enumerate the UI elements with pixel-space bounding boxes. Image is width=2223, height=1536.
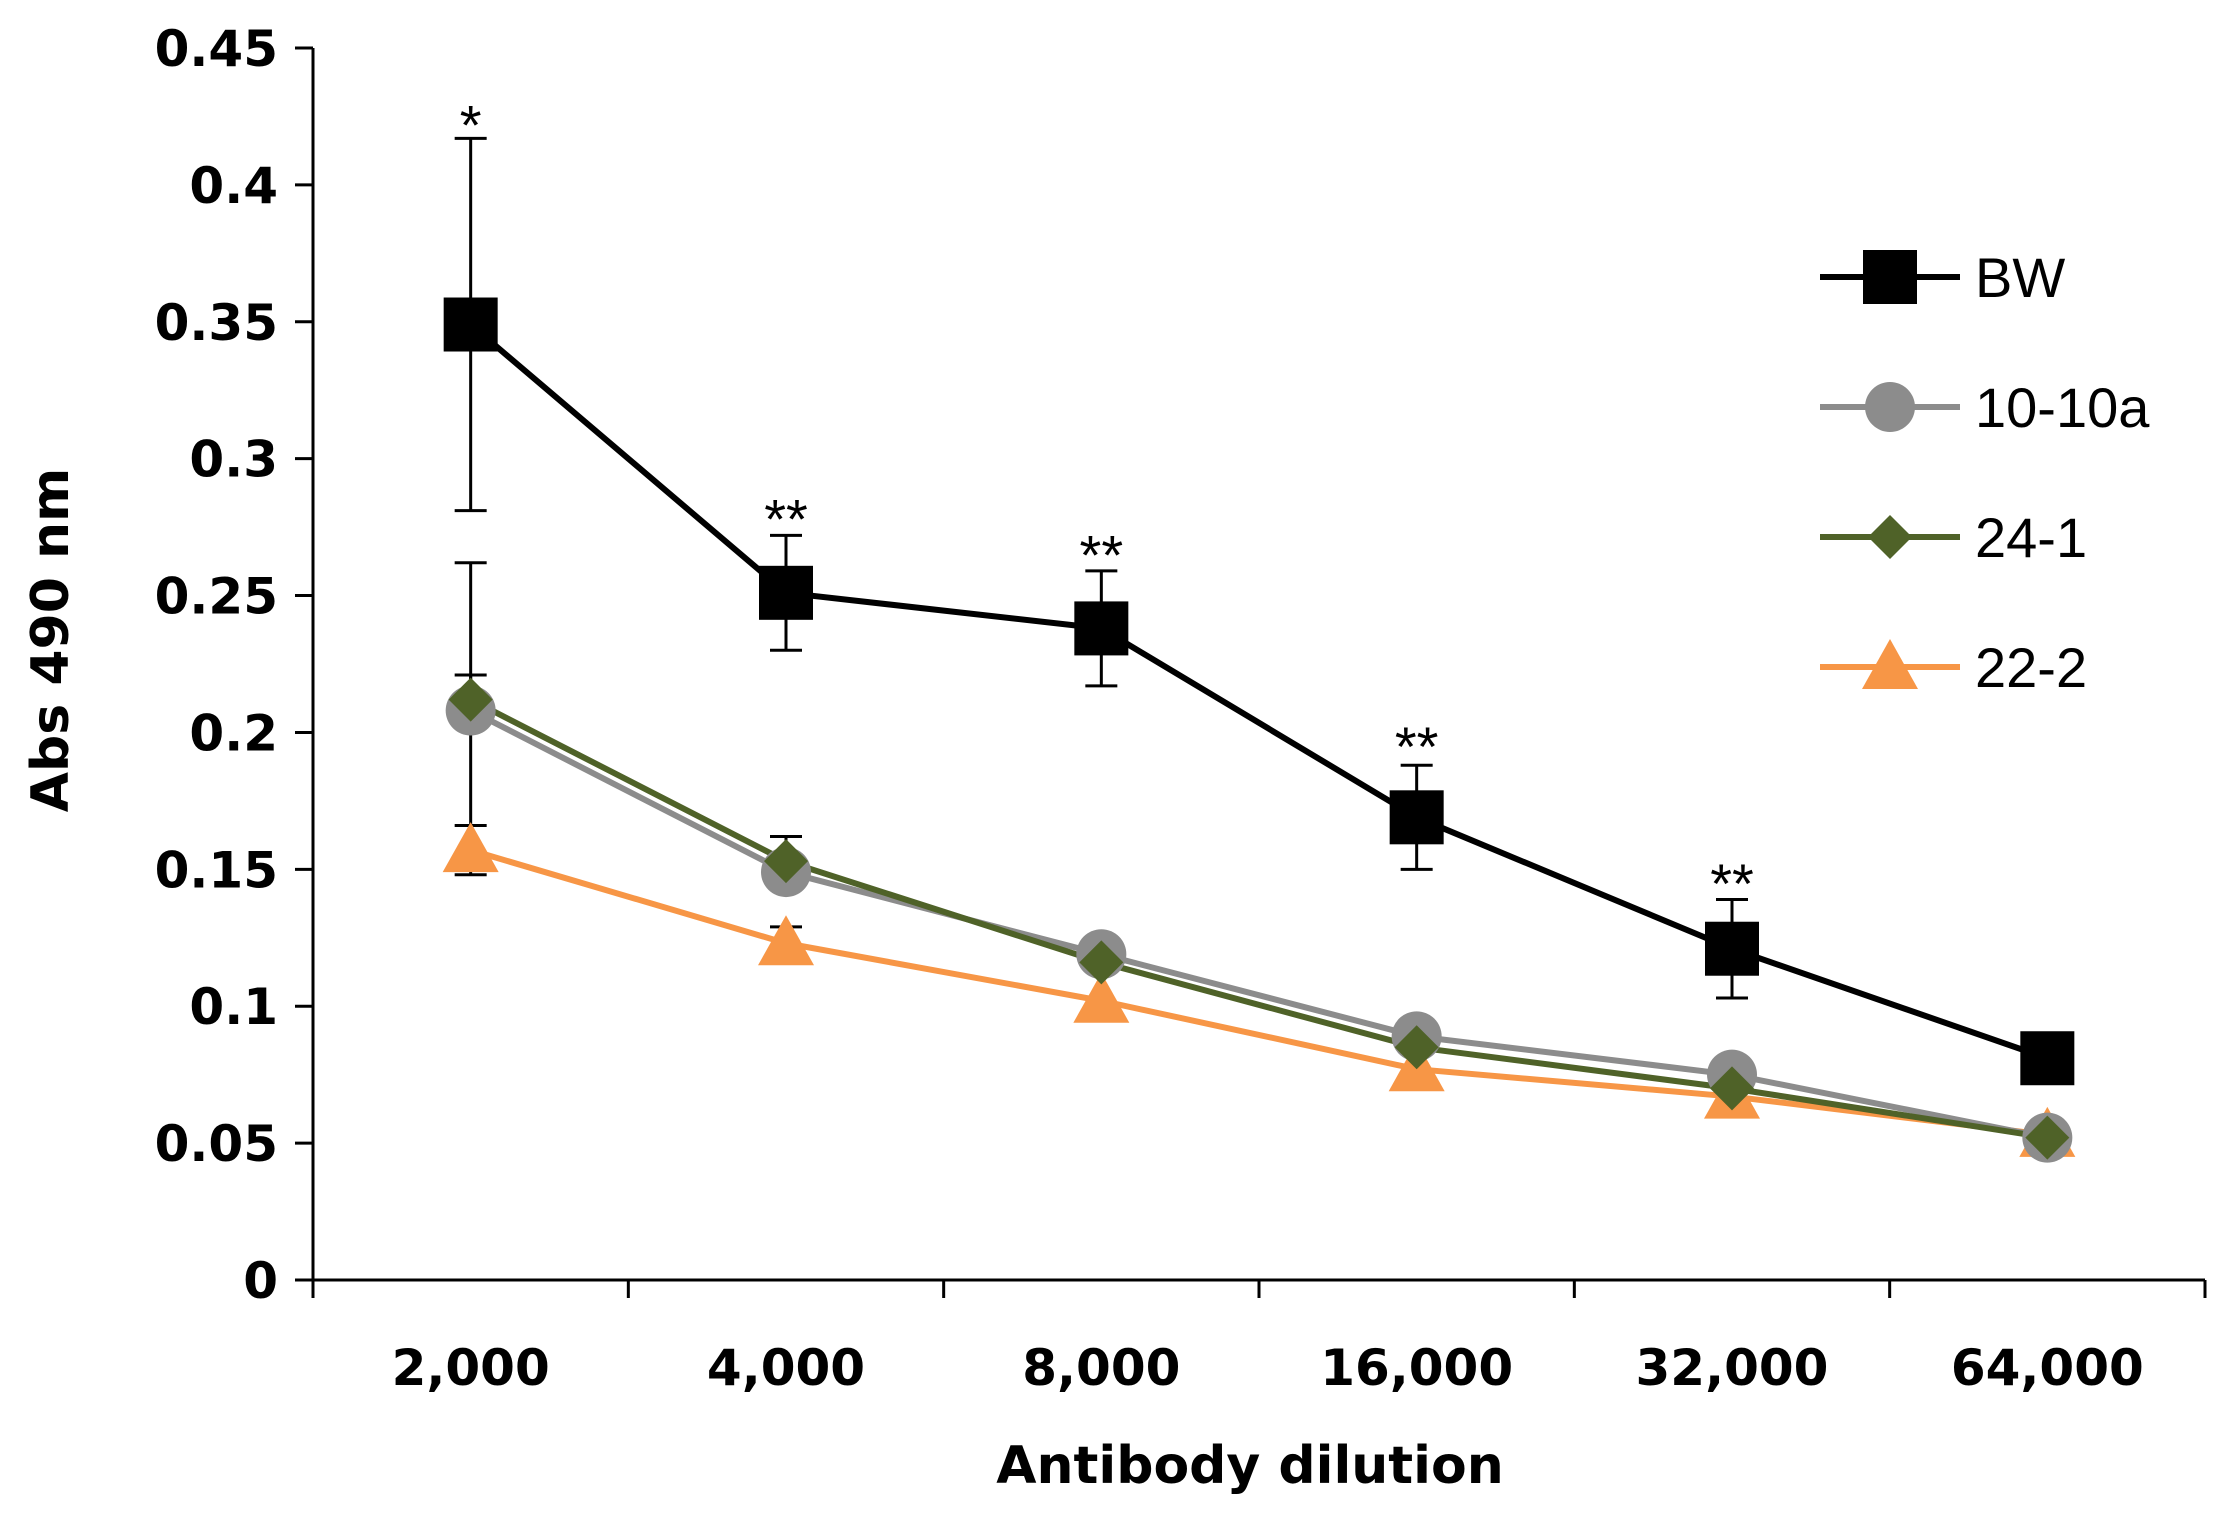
y-tick-label: 0.25 [155,568,278,626]
series-markers [442,297,2076,1163]
data-point-24-1 [2025,1115,2070,1160]
data-point-BW [759,565,813,620]
x-tick-label: 2,000 [392,1339,550,1397]
y-tick-label: 0.4 [189,157,278,215]
data-point-24-1 [1394,1025,1439,1070]
series-lines [468,322,2049,1141]
data-point-22-2 [442,822,499,873]
y-axis-title: Abs 490 nm [21,468,81,812]
legend-label-10-10a: 10-10a [1975,376,2150,439]
y-tick-label: 0.2 [189,704,278,762]
data-point-24-1 [764,839,808,884]
y-tick-label: 0.35 [155,294,278,352]
significance-mark: ** [1395,715,1439,778]
x-tick-label: 32,000 [1636,1339,1829,1397]
legend: BW 10-10a 24-1 22-2 [1820,246,2150,699]
series-line-22-2 [469,847,2048,1138]
data-point-24-1 [448,677,493,722]
significance-mark: * [460,93,482,156]
legend-marker-24-1 [1868,515,1912,559]
legend-label-24-1: 24-1 [1975,506,2087,569]
series-line-BW [468,322,2049,1062]
series-line-10-10a [469,707,2048,1141]
x-tick-label: 16,000 [1320,1339,1513,1397]
legend-marker-22-2 [1862,639,1918,689]
data-point-22-2 [1073,972,1130,1023]
y-tick-label: 0.3 [189,431,278,489]
data-point-BW [1389,790,1444,845]
y-tick-label: 0.05 [155,1115,278,1173]
x-tick-label: 8,000 [1022,1339,1180,1397]
significance-mark: ** [1710,852,1754,915]
data-point-22-2 [758,915,814,966]
y-tick-label: 0.15 [155,841,278,899]
data-point-BW [1705,921,1759,976]
significance-mark: ** [1080,523,1124,586]
legend-label-BW: BW [1975,246,2065,309]
y-tick-label: 0.1 [189,978,278,1036]
legend-marker-BW [1863,250,1917,304]
significance-annotations: ********* [460,93,1754,914]
legend-label-22-2: 22-2 [1975,636,2087,699]
x-tick-label: 64,000 [1951,1339,2144,1397]
data-point-BW [443,297,498,352]
y-axis-ticks: 0 0.05 0.1 0.15 0.2 0.25 0.3 0.35 0.4 0.45 [155,20,313,1310]
x-tick-label: 4,000 [707,1339,865,1397]
series-line-24-1 [469,696,2048,1141]
y-tick-label: 0 [243,1252,278,1310]
y-tick-label: 0.45 [155,20,278,78]
x-axis-ticks: 2,000 4,000 8,000 16,000 32,000 64,000 [311,1280,2207,1397]
data-point-BW [2020,1031,2075,1086]
data-point-24-1 [1710,1066,1754,1111]
data-point-BW [1074,601,1129,656]
x-axis-title: Antibody dilution [996,1436,1503,1496]
significance-mark: ** [764,488,808,551]
data-point-24-1 [1079,940,1124,985]
legend-marker-10-10a [1865,382,1915,432]
